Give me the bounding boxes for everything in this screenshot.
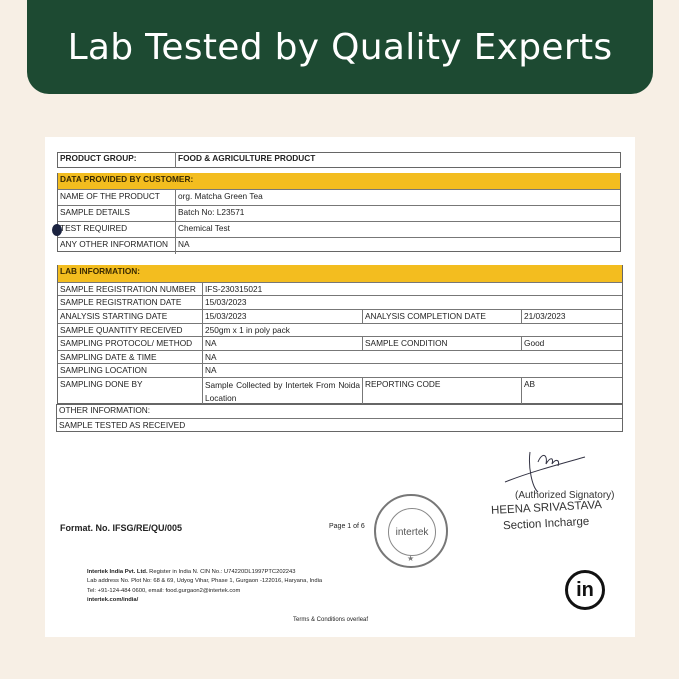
row-value-2: AB [524, 379, 536, 389]
row-label: SAMPLE REGISTRATION NUMBER [58, 283, 203, 296]
row-value: Sample Collected by Intertek From Noida … [203, 378, 363, 405]
row-label: NAME OF THE PRODUCT [58, 190, 176, 206]
star-icon: ★ [407, 554, 415, 563]
intertek-stamp: intertek ★ [374, 494, 448, 568]
lab-header: LAB INFORMATION: [60, 266, 141, 276]
company-name: Intertek India Pvt. Ltd. [87, 569, 148, 575]
header-banner: Lab Tested by Quality Experts [27, 0, 653, 94]
row-label: SAMPLE DETAILS [58, 206, 176, 222]
row-label: SAMPLING PROTOCOL/ METHOD [58, 337, 203, 351]
banner-title: Lab Tested by Quality Experts [67, 26, 613, 68]
lab-information-table: LAB INFORMATION: SAMPLE REGISTRATION NUM… [57, 265, 623, 405]
row-label: ANY OTHER INFORMATION [58, 238, 176, 254]
row-value: NA [205, 352, 217, 362]
row-value: NA [205, 365, 217, 375]
row-label: SAMPLING DONE BY [58, 378, 203, 405]
row-label: SAMPLE QUANTITY RECEIVED [58, 324, 203, 337]
company-address-block: Intertek India Pvt. Ltd. Register in Ind… [87, 568, 322, 605]
row-value: org. Matcha Green Tea [178, 191, 263, 201]
row-label: TEST REQUIRED [58, 222, 176, 238]
signature-image [504, 451, 586, 493]
lab-address: Lab address No. Plot No: 68 & 69, Udyog … [87, 578, 323, 585]
signatory-name: HEENA SRIVASTAVA [490, 499, 603, 517]
row-value: 15/03/2023 [203, 310, 363, 324]
row-label-2: SAMPLE CONDITION [363, 337, 522, 351]
signatory-label: (Authorized Signatory) [515, 490, 615, 501]
row-label: SAMPLE REGISTRATION DATE [58, 296, 203, 310]
page-number: Page 1 of 6 [329, 523, 365, 530]
row-value: Chemical Test [178, 223, 230, 233]
row-label-2: REPORTING CODE [363, 378, 522, 405]
row-value: NA [203, 337, 363, 351]
ink-dot [52, 224, 62, 236]
row-value: NA [178, 239, 190, 249]
customer-header: DATA PROVIDED BY CUSTOMER: [60, 174, 194, 184]
product-group-label: PRODUCT GROUP: [58, 152, 176, 168]
product-group-value: FOOD & AGRICULTURE PRODUCT [178, 153, 316, 163]
intertek-in-logo: in [565, 570, 605, 610]
row-value: 250gm x 1 in poly pack [205, 325, 290, 335]
other-information-table: OTHER INFORMATION: SAMPLE TESTED AS RECE… [56, 404, 623, 432]
customer-data-table: DATA PROVIDED BY CUSTOMER: NAME OF THE P… [57, 173, 621, 254]
row-label: ANALYSIS STARTING DATE [58, 310, 203, 324]
row-label: SAMPLING DATE & TIME [58, 351, 203, 364]
row-value: 15/03/2023 [205, 297, 247, 307]
row-label: SAMPLING LOCATION [58, 364, 203, 378]
other-information-note: SAMPLE TESTED AS RECEIVED [59, 420, 186, 430]
company-register: Register in India N. CIN No.: U74220DL19… [147, 569, 296, 575]
row-value-2: 21/03/2023 [524, 311, 566, 321]
row-value: IFS-230315021 [205, 284, 263, 294]
terms-note: Terms & Conditions overleaf [293, 617, 369, 623]
product-group-table: PRODUCT GROUP: FOOD & AGRICULTURE PRODUC… [57, 152, 621, 168]
row-value: Batch No: L23571 [178, 207, 245, 217]
row-label-2: ANALYSIS COMPLETION DATE [363, 310, 522, 324]
other-information-label: OTHER INFORMATION: [59, 405, 151, 415]
lab-report-document: PRODUCT GROUP: FOOD & AGRICULTURE PRODUC… [45, 137, 635, 637]
format-number: Format. No. IFSG/RE/QU/005 [60, 523, 183, 533]
contact-info: Tel: +91-124-484 0600, email: food.gurga… [87, 587, 241, 594]
row-value-2: Good [524, 338, 545, 348]
website: intertek.com/india/ [87, 596, 139, 603]
signatory-role: Section Incharge [502, 515, 590, 533]
stamp-logo: intertek [388, 508, 436, 556]
